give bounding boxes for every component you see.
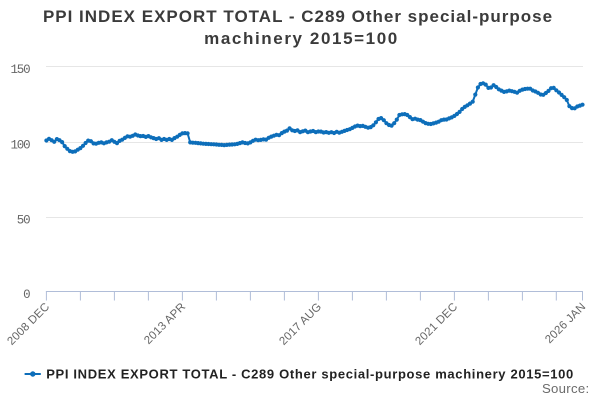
svg-text:50: 50 xyxy=(17,214,30,228)
svg-text:2026 JAN: 2026 JAN xyxy=(543,301,588,346)
svg-text:machinery 2015=100: machinery 2015=100 xyxy=(204,29,399,48)
svg-text:150: 150 xyxy=(10,63,30,77)
svg-text:Source:: Source: xyxy=(542,381,590,396)
svg-text:PPI INDEX EXPORT TOTAL - C289: PPI INDEX EXPORT TOTAL - C289 Other spec… xyxy=(43,7,553,26)
svg-text:2008 DEC: 2008 DEC xyxy=(5,301,52,348)
svg-text:2017 AUG: 2017 AUG xyxy=(277,301,324,348)
svg-text:0: 0 xyxy=(23,288,30,302)
svg-text:2013 APR: 2013 APR xyxy=(142,301,188,347)
svg-text:2021 DEC: 2021 DEC xyxy=(413,301,460,348)
svg-text:PPI INDEX EXPORT TOTAL - C289: PPI INDEX EXPORT TOTAL - C289 Other spec… xyxy=(46,366,574,381)
svg-text:100: 100 xyxy=(10,138,30,152)
